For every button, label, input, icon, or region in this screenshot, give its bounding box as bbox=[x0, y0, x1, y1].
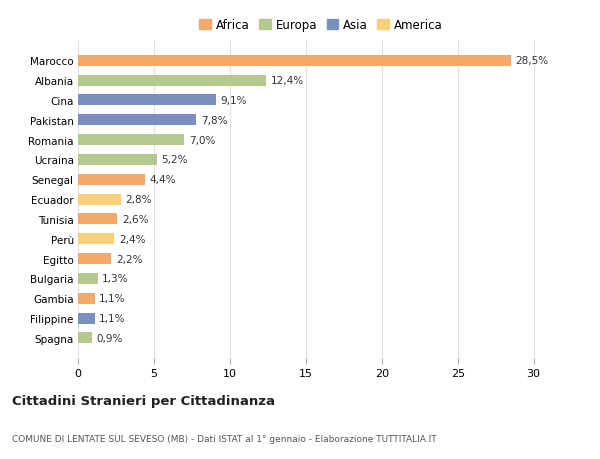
Bar bbox=[78, 313, 95, 324]
Text: 2,6%: 2,6% bbox=[122, 214, 149, 224]
Bar bbox=[78, 293, 95, 304]
Bar bbox=[78, 234, 115, 245]
Text: 2,2%: 2,2% bbox=[116, 254, 142, 264]
Text: COMUNE DI LENTATE SUL SEVESO (MB) - Dati ISTAT al 1° gennaio - Elaborazione TUTT: COMUNE DI LENTATE SUL SEVESO (MB) - Dati… bbox=[12, 434, 437, 442]
Text: Cittadini Stranieri per Cittadinanza: Cittadini Stranieri per Cittadinanza bbox=[12, 394, 275, 407]
Bar bbox=[78, 214, 118, 225]
Bar bbox=[78, 135, 184, 146]
Text: 0,9%: 0,9% bbox=[96, 333, 122, 343]
Bar bbox=[78, 155, 157, 166]
Text: 1,3%: 1,3% bbox=[102, 274, 129, 284]
Text: 1,1%: 1,1% bbox=[99, 313, 126, 324]
Bar bbox=[78, 274, 98, 284]
Text: 1,1%: 1,1% bbox=[99, 294, 126, 303]
Bar bbox=[78, 75, 266, 86]
Text: 7,8%: 7,8% bbox=[201, 116, 227, 125]
Text: 9,1%: 9,1% bbox=[221, 96, 247, 106]
Legend: Africa, Europa, Asia, America: Africa, Europa, Asia, America bbox=[196, 16, 446, 35]
Text: 2,8%: 2,8% bbox=[125, 195, 152, 205]
Text: 28,5%: 28,5% bbox=[515, 56, 548, 66]
Bar bbox=[78, 253, 112, 264]
Text: 2,4%: 2,4% bbox=[119, 234, 146, 244]
Bar bbox=[78, 95, 216, 106]
Text: 4,4%: 4,4% bbox=[149, 175, 176, 185]
Text: 5,2%: 5,2% bbox=[161, 155, 188, 165]
Text: 12,4%: 12,4% bbox=[271, 76, 304, 86]
Bar bbox=[78, 174, 145, 185]
Bar bbox=[78, 56, 511, 67]
Text: 7,0%: 7,0% bbox=[189, 135, 215, 146]
Bar bbox=[78, 333, 92, 344]
Bar bbox=[78, 115, 196, 126]
Bar bbox=[78, 194, 121, 205]
